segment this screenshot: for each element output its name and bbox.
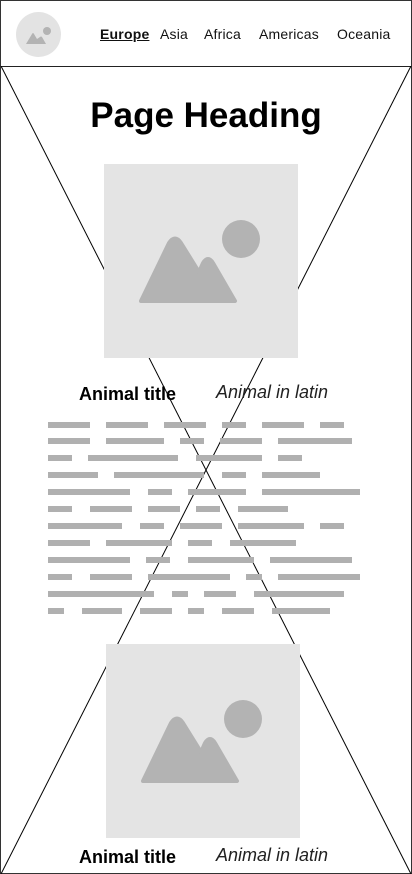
text-placeholder-line (188, 557, 254, 563)
nav-link-oceania[interactable]: Oceania (337, 26, 391, 42)
text-placeholder-line (106, 422, 148, 428)
text-placeholder-line (106, 438, 164, 444)
text-placeholder-line (278, 455, 302, 461)
text-placeholder-line (48, 438, 90, 444)
text-placeholder-line (48, 591, 154, 597)
text-placeholder-line (272, 608, 330, 614)
text-placeholder-line (262, 422, 304, 428)
text-placeholder-line (188, 540, 212, 546)
text-placeholder-line (222, 608, 254, 614)
nav-link-europe[interactable]: Europe (100, 26, 150, 42)
text-placeholder-line (230, 540, 296, 546)
text-placeholder-block (48, 422, 368, 622)
logo[interactable] (16, 12, 61, 57)
text-placeholder-line (82, 608, 122, 614)
text-placeholder-line (246, 574, 262, 580)
image-placeholder-icon (26, 27, 51, 44)
text-placeholder-line (238, 523, 304, 529)
text-placeholder-line (188, 489, 246, 495)
text-placeholder-line (148, 506, 180, 512)
animal-latin-name: Animal in latin (216, 382, 329, 402)
image-placeholder-icon (139, 220, 260, 303)
text-placeholder-line (180, 523, 222, 529)
text-placeholder-line (172, 591, 188, 597)
text-placeholder-line (106, 540, 172, 546)
text-placeholder-line (188, 608, 204, 614)
text-placeholder-line (48, 422, 90, 428)
nav-link-asia[interactable]: Asia (160, 26, 189, 42)
text-placeholder-line (220, 438, 262, 444)
nav-link-americas[interactable]: Americas (259, 26, 319, 42)
text-placeholder-line (146, 557, 170, 563)
region-nav: Europe Asia Africa Americas Oceania (1, 26, 412, 46)
animal-title: Animal title (79, 384, 177, 404)
text-placeholder-line (140, 523, 164, 529)
text-placeholder-line (196, 455, 262, 461)
text-placeholder-line (238, 506, 288, 512)
text-placeholder-line (278, 438, 352, 444)
text-placeholder-line (204, 591, 236, 597)
text-placeholder-line (48, 489, 130, 495)
text-placeholder-line (48, 523, 122, 529)
text-placeholder-line (48, 472, 98, 478)
text-placeholder-line (262, 489, 360, 495)
text-placeholder-line (48, 506, 72, 512)
image-placeholder-icon (141, 700, 262, 783)
text-placeholder-line (222, 422, 246, 428)
page-title: Page Heading (90, 96, 322, 135)
text-placeholder-line (320, 523, 344, 529)
text-placeholder-line (48, 540, 90, 546)
text-placeholder-line (148, 489, 172, 495)
text-placeholder-line (48, 557, 130, 563)
text-placeholder-line (254, 591, 344, 597)
text-placeholder-line (196, 506, 220, 512)
text-placeholder-line (320, 422, 344, 428)
text-placeholder-line (90, 506, 132, 512)
text-placeholder-line (48, 608, 64, 614)
text-placeholder-line (262, 472, 320, 478)
text-placeholder-line (278, 574, 360, 580)
text-placeholder-line (48, 574, 72, 580)
text-placeholder-line (222, 472, 246, 478)
text-placeholder-line (148, 574, 230, 580)
text-placeholder-line (88, 455, 178, 461)
text-placeholder-line (180, 438, 204, 444)
text-placeholder-line (48, 455, 72, 461)
animal-image (106, 644, 300, 838)
animal-image (104, 164, 298, 358)
text-placeholder-line (270, 557, 352, 563)
text-placeholder-line (114, 472, 204, 478)
animal-title: Animal title (79, 847, 177, 867)
text-placeholder-line (164, 422, 206, 428)
text-placeholder-line (90, 574, 132, 580)
site-header: Europe Asia Africa Americas Oceania (0, 0, 412, 67)
nav-link-africa[interactable]: Africa (204, 26, 241, 42)
text-placeholder-line (140, 608, 172, 614)
animal-latin-name: Animal in latin (216, 845, 329, 865)
